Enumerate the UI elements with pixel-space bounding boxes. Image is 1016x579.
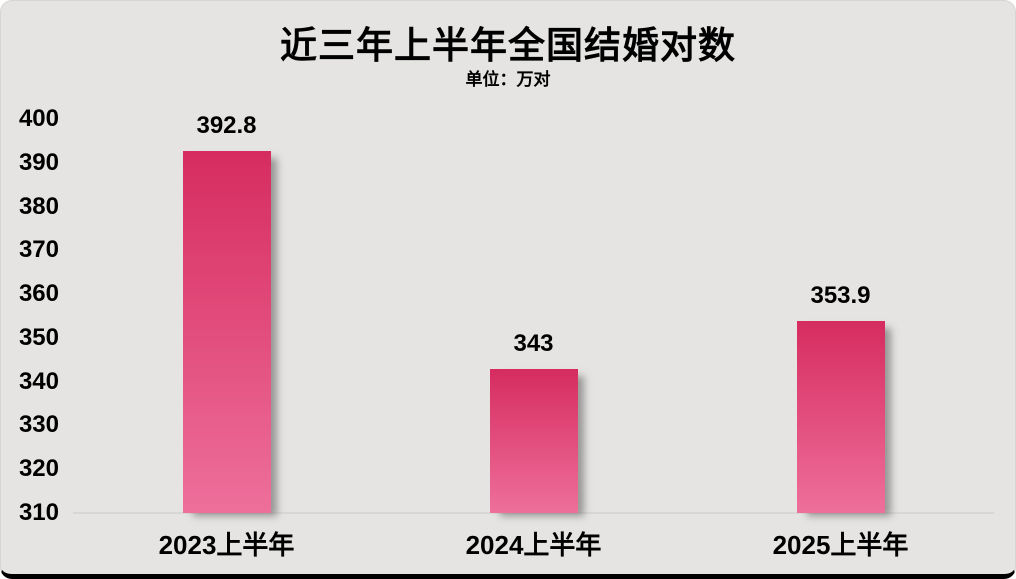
y-tick-label: 360 xyxy=(18,280,59,308)
y-tick-label: 330 xyxy=(18,411,59,439)
y-tick-label: 340 xyxy=(18,367,59,395)
y-tick-label: 390 xyxy=(18,148,59,176)
chart-subtitle: 单位：万对 xyxy=(465,70,551,89)
x-category-label: 2025上半年 xyxy=(772,530,909,560)
y-tick-label: 320 xyxy=(18,455,59,483)
bar-value-label: 343 xyxy=(513,329,554,357)
y-tick-label: 380 xyxy=(18,192,59,220)
y-tick-label: 350 xyxy=(18,323,59,351)
bar xyxy=(489,368,578,513)
x-category-label: 2023上半年 xyxy=(158,530,295,560)
bar xyxy=(182,150,271,513)
y-tick-label: 400 xyxy=(18,105,59,132)
bar-value-label: 392.8 xyxy=(196,111,257,139)
chart-title: 近三年上半年全国结婚对数 xyxy=(280,25,736,66)
y-tick-label: 310 xyxy=(18,499,59,526)
x-category-label: 2024上半年 xyxy=(465,530,602,560)
bar xyxy=(796,320,885,513)
bar-value-label: 353.9 xyxy=(810,281,871,309)
y-tick-label: 370 xyxy=(18,236,59,264)
x-axis-line xyxy=(73,512,994,514)
